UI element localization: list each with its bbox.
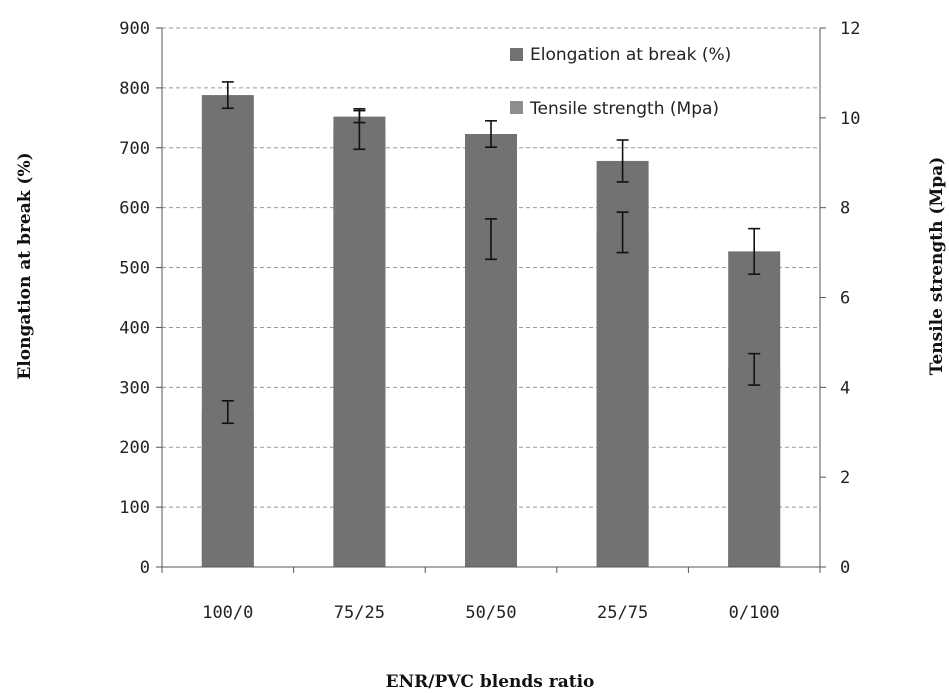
y2-tick-label: 2 [840,468,850,488]
x-tick-label: 0/100 [729,603,780,623]
y2-tick-label: 10 [840,109,860,129]
errorbar-tensile-75/25 [353,108,366,151]
legend-label-tensile: Tensile strength (Mpa) [529,99,719,119]
x-axis-title: ENR/PVC blends ratio [386,672,595,692]
error-bars [221,81,761,425]
y-tick-label: 200 [119,438,150,458]
bar-elongation-100/0 [201,95,254,567]
bar-elongation-50/50 [465,134,517,567]
y2-tick-label: 6 [840,289,850,309]
bar-elongation-0/100 [728,251,781,567]
y2-tick-label: 12 [840,19,860,39]
y-tick-label: 0 [140,558,150,578]
y-tick-label: 700 [119,139,150,159]
y2-axis-title: Tensile strength (Mpa) [927,157,947,375]
y-axis-title: Elongation at break (%) [15,152,35,379]
y-tick-label: 400 [119,318,150,338]
y-tick-label: 300 [119,378,150,398]
axes [156,27,826,573]
y2-tick-label: 8 [840,199,850,219]
legend-swatch-elongation [510,48,523,61]
y-tick-label: 500 [119,259,150,279]
x-tick-label: 50/50 [465,603,516,623]
bars [201,95,781,567]
y2-tick-label: 4 [840,378,850,398]
errorbar-tensile-50/50 [485,218,497,261]
errorbar-elongation-100/0 [221,81,234,110]
errorbar-tensile-100/0 [221,400,234,425]
y-tick-label: 100 [119,498,150,518]
bar-elongation-75/25 [333,116,386,567]
y-tick-label: 900 [119,19,150,39]
y-tick-label: 800 [119,79,150,99]
tick-labels: 0 100 200 300 400 500 600 700 800 900 0 2 4 6 8 10 12 100… [119,19,860,623]
errorbar-elongation-25/75 [616,139,629,183]
x-tick-label: 75/25 [334,603,385,623]
x-tick-label: 25/75 [597,603,648,623]
legend-swatch-tensile [510,101,523,114]
legend: Elongation at break (%) Tensile strength… [510,45,731,119]
errorbar-tensile-0/100 [748,352,761,386]
errorbar-elongation-50/50 [485,120,497,148]
y-tick-label: 600 [119,199,150,219]
y2-tick-label: 0 [840,558,850,578]
x-tick-label: 100/0 [202,603,253,623]
legend-label-elongation: Elongation at break (%) [530,45,731,65]
errorbar-elongation-0/100 [748,227,761,275]
errorbar-tensile-25/75 [616,211,629,254]
